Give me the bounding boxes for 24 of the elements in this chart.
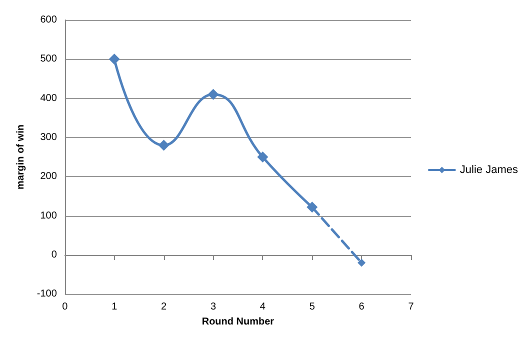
- point: [257, 152, 268, 163]
- point: [108, 54, 120, 65]
- point: [358, 258, 366, 267]
- x-tick-label: 7: [408, 302, 414, 313]
- x-tick-label: 2: [161, 302, 168, 313]
- y-tick-label: 0: [51, 249, 58, 260]
- y-tick-label: 400: [40, 92, 58, 104]
- y-tick-label: 300: [40, 132, 58, 143]
- x-tick-label: 5: [309, 302, 316, 313]
- x-tick-label: 4: [260, 302, 266, 313]
- legend-label: Julie James: [460, 164, 518, 176]
- x-tick-label: 1: [112, 302, 118, 313]
- point: [208, 88, 219, 100]
- y-tick-label: 600: [40, 14, 58, 26]
- y-tick-label: 500: [40, 54, 58, 65]
- x-tick-label: 3: [210, 302, 216, 313]
- x-axis-title: Round Number: [202, 316, 274, 328]
- x-tick-label: 0: [62, 302, 68, 313]
- y-axis-title: margin of win: [16, 124, 26, 190]
- x-tick-label: 6: [358, 302, 365, 313]
- point: [158, 140, 170, 151]
- y-tick-label: 200: [40, 171, 58, 182]
- y-tick-label: -100: [36, 288, 58, 300]
- y-tick-label: 100: [40, 210, 58, 222]
